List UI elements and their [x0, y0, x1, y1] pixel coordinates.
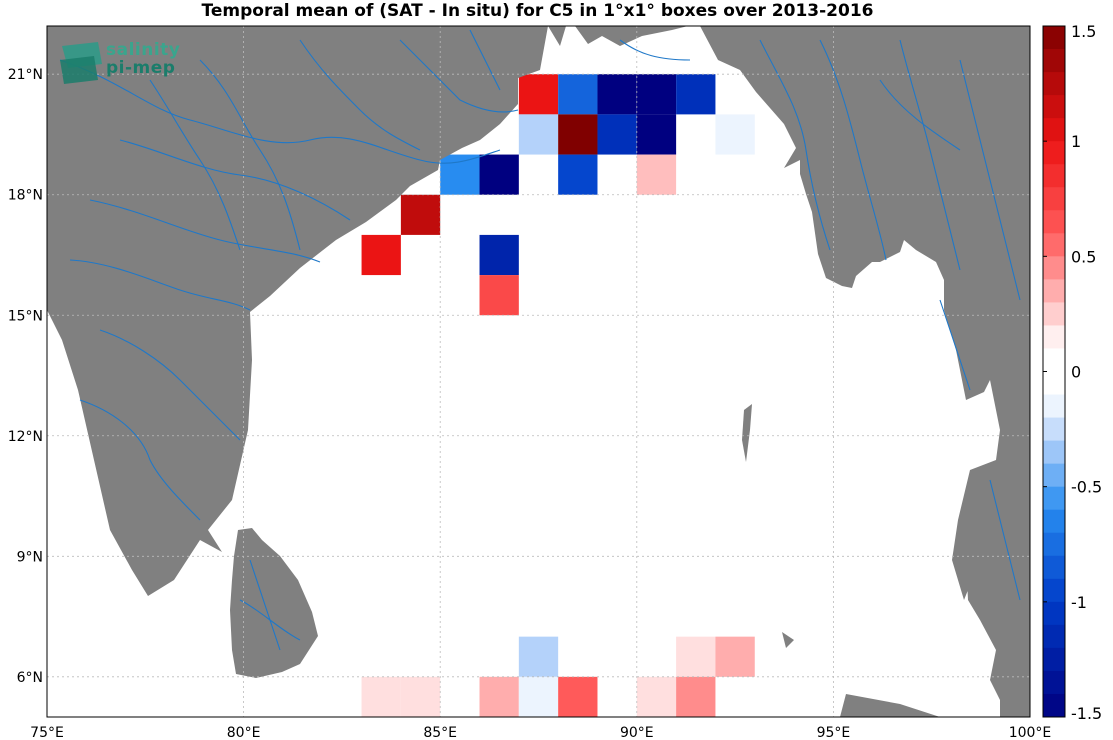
data-cell	[676, 676, 716, 717]
data-cell	[361, 234, 401, 276]
land-india	[47, 26, 1030, 600]
colorbar-step	[1043, 624, 1065, 649]
colorbar-step	[1043, 118, 1065, 142]
data-cell	[715, 636, 755, 677]
colorbar-step	[1043, 693, 1065, 718]
colorbar-step	[1043, 647, 1065, 672]
land-sri-lanka	[230, 528, 318, 678]
data-cell	[636, 676, 677, 717]
colorbar-step	[1043, 578, 1065, 603]
data-cell	[479, 676, 519, 717]
colorbar-tick-label: 0.5	[1071, 247, 1096, 266]
lon-tick-label: 85°E	[423, 725, 457, 740]
colorbar-step	[1043, 601, 1065, 626]
colorbar-step	[1043, 371, 1065, 396]
colorbar-tick-label: -1.5	[1071, 704, 1102, 723]
colorbar-tick-label: -1	[1071, 593, 1087, 612]
colorbar-step	[1043, 233, 1065, 257]
colorbar-step	[1043, 325, 1065, 349]
data-cell	[676, 74, 716, 115]
colorbar-step	[1043, 463, 1065, 488]
data-cell	[479, 275, 519, 316]
colorbar-tick-label: 1.5	[1071, 22, 1096, 41]
lat-tick-label: 21°N	[8, 67, 43, 83]
colorbar-step	[1043, 95, 1065, 119]
data-cell	[518, 676, 559, 717]
colorbar-step	[1043, 210, 1065, 234]
lon-tick-label: 100°E	[1009, 725, 1052, 740]
lat-tick-label: 6°N	[17, 670, 43, 686]
colorbar-step	[1043, 302, 1065, 326]
colorbar-step	[1043, 348, 1065, 372]
data-cell	[636, 74, 677, 115]
land-southeast-asia	[966, 420, 1030, 717]
data-cell	[400, 194, 441, 235]
colorbar-step	[1043, 440, 1065, 465]
colorbar-tick-label: 0	[1071, 363, 1081, 382]
colorbar-step	[1043, 26, 1065, 50]
lon-tick-label: 75°E	[30, 725, 64, 740]
data-cell	[558, 154, 598, 195]
data-cell	[558, 74, 598, 115]
data-cell	[479, 234, 519, 276]
data-cell	[676, 636, 716, 677]
colorbar-tick-label: -0.5	[1071, 478, 1102, 497]
data-cell	[558, 114, 598, 155]
logo-text-pi-mep: pi-mep	[106, 58, 176, 78]
data-cell	[518, 114, 559, 155]
data-cell	[636, 114, 677, 155]
colorbar-step	[1043, 49, 1065, 73]
data-cell	[518, 636, 559, 677]
data-cell	[636, 154, 677, 195]
data-cell	[558, 676, 598, 717]
colorbar-step	[1043, 670, 1065, 695]
colorbar-step	[1043, 187, 1065, 211]
colorbar-step	[1043, 72, 1065, 96]
colorbar-step	[1043, 141, 1065, 165]
colorbar-step	[1043, 279, 1065, 303]
colorbar-tick-label: 1	[1071, 132, 1081, 151]
colorbar-step	[1043, 509, 1065, 534]
data-cell	[597, 114, 637, 155]
data-cell	[361, 676, 401, 717]
data-cell	[400, 676, 441, 717]
colorbar-step	[1043, 417, 1065, 442]
data-cell	[479, 154, 519, 195]
salinity-pi-mep-logo: salinity pi-mep	[58, 38, 198, 86]
colorbar-step	[1043, 486, 1065, 511]
colorbar-step	[1043, 532, 1065, 557]
data-cell	[440, 154, 480, 195]
lon-tick-label: 80°E	[227, 725, 261, 740]
land-andaman	[742, 404, 752, 462]
colorbar-step	[1043, 394, 1065, 419]
lat-tick-label: 12°N	[8, 429, 43, 445]
colorbar-step	[1043, 164, 1065, 188]
data-cell	[597, 74, 637, 115]
data-cell	[715, 114, 755, 155]
lat-tick-label: 9°N	[17, 549, 43, 565]
lat-tick-label: 18°N	[8, 188, 43, 204]
data-cell	[518, 74, 559, 115]
lon-tick-label: 95°E	[817, 725, 851, 740]
lon-tick-label: 90°E	[620, 725, 654, 740]
colorbar-step	[1043, 256, 1065, 280]
lat-tick-label: 15°N	[8, 308, 43, 324]
colorbar-step	[1043, 555, 1065, 580]
land-sumatra	[840, 694, 940, 717]
rivers	[59, 29, 1021, 651]
map-frame	[46, 25, 1031, 718]
logo-text-salinity: salinity	[106, 40, 181, 60]
graticule	[47, 26, 1030, 717]
colorbar: 1.5 1 0.5 0 -0.5 -1 -1.5	[1042, 22, 1102, 723]
map-title: Temporal mean of (SAT - In situ) for C5 …	[201, 1, 874, 21]
land-nicobar	[782, 632, 794, 648]
